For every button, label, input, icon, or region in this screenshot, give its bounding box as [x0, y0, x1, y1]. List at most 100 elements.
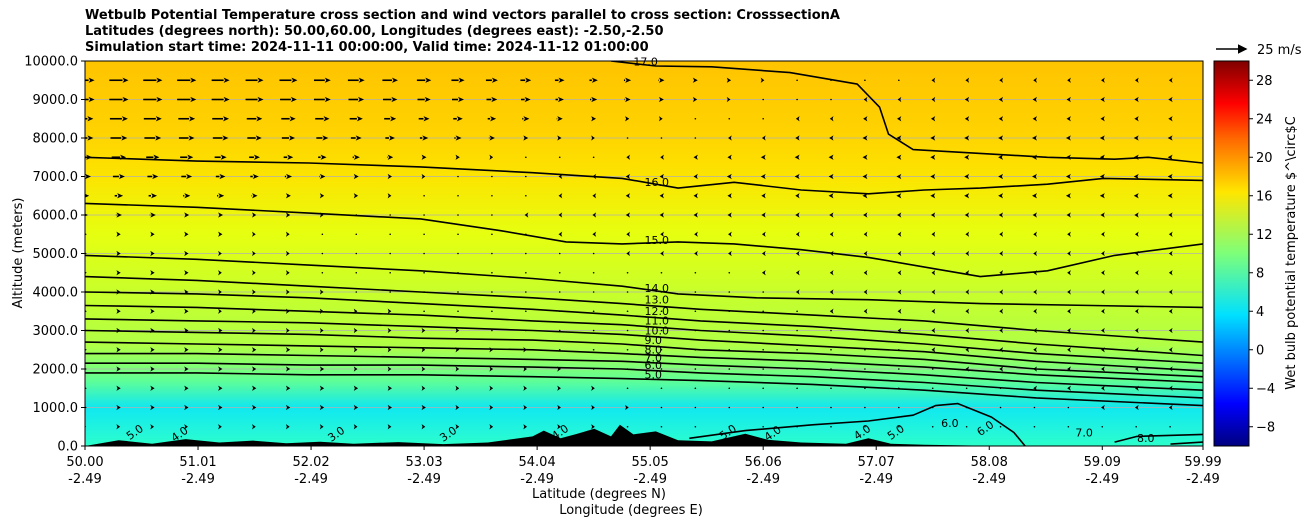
- wind-vector-head: [1067, 327, 1071, 334]
- wind-vector: [1065, 193, 1071, 199]
- wind-vector: [218, 424, 222, 430]
- wind-vector: [184, 212, 190, 218]
- wind-vector: [491, 252, 493, 255]
- wind-vector-head: [116, 327, 121, 334]
- wind-vector: [423, 271, 425, 274]
- wind-vector: [931, 96, 936, 103]
- wind-vector-head: [931, 77, 936, 83]
- wind-vector: [692, 77, 698, 83]
- wind-vector: [828, 193, 834, 199]
- wind-vector: [318, 154, 327, 160]
- wind-vector: [762, 406, 764, 409]
- wind-vector-head: [726, 96, 731, 103]
- contour-label: 7.0: [1075, 426, 1093, 439]
- wind-vector-head: [353, 424, 358, 430]
- wind-vector: [795, 212, 800, 218]
- wind-vector: [521, 96, 531, 103]
- wind-vector: [965, 327, 970, 334]
- wind-vector-head: [455, 385, 460, 391]
- wind-vector: [761, 212, 766, 218]
- wind-vector: [389, 252, 391, 255]
- wind-vector-head: [285, 250, 290, 257]
- wind-vector-head: [829, 308, 834, 314]
- y-tick-label: 3000.0: [33, 324, 79, 339]
- wind-vector-head: [489, 154, 494, 160]
- wind-vector: [523, 424, 528, 430]
- wind-vector: [592, 271, 595, 274]
- wind-vector-head: [323, 116, 330, 122]
- wind-vector-head: [150, 385, 155, 391]
- wind-vector-head: [1168, 347, 1173, 353]
- wind-vector: [1167, 173, 1173, 180]
- wind-vector: [592, 368, 595, 370]
- wind-vector: [389, 291, 391, 293]
- wind-vector: [423, 310, 425, 313]
- wind-vector: [554, 77, 565, 83]
- wind-vector: [660, 329, 663, 332]
- wind-vector: [556, 116, 563, 122]
- wind-vector-head: [863, 289, 868, 295]
- wind-vector: [795, 193, 800, 199]
- wind-vector: [998, 135, 1004, 141]
- wind-vector-head: [1134, 404, 1139, 411]
- wind-vector: [660, 250, 664, 257]
- wind-vector: [218, 270, 222, 276]
- wind-vector: [313, 77, 331, 83]
- wind-vector-head: [184, 308, 189, 314]
- wind-vector: [115, 212, 122, 218]
- wind-vector-head: [829, 250, 834, 257]
- wind-vector: [660, 387, 663, 390]
- wind-vector-head: [692, 96, 698, 103]
- wind-vector: [1101, 347, 1105, 353]
- wind-vector: [897, 327, 902, 334]
- wind-vector-head: [591, 404, 595, 411]
- wind-vector-head: [184, 385, 189, 391]
- wind-vector: [762, 329, 764, 332]
- wind-vector-head: [592, 193, 597, 199]
- wind-vector-head: [285, 385, 291, 391]
- wind-vector: [728, 231, 732, 237]
- wind-vector: [728, 271, 731, 274]
- wind-vector: [863, 270, 868, 276]
- wind-vector-head: [156, 96, 163, 103]
- wind-vector-head: [625, 212, 631, 218]
- wind-vector-head: [223, 77, 230, 83]
- wind-vector-head: [121, 116, 128, 122]
- wind-vector: [455, 154, 460, 160]
- wind-vector-head: [353, 404, 359, 411]
- wind-vector-head: [1167, 154, 1173, 160]
- wind-vector-head: [391, 96, 398, 103]
- wind-vector-head: [965, 347, 970, 353]
- wind-vector: [592, 348, 595, 351]
- wind-vector-head: [931, 231, 936, 237]
- wind-vector-head: [184, 270, 189, 276]
- wind-vector-head: [1134, 231, 1139, 237]
- wind-vector: [111, 154, 127, 160]
- wind-vector-head: [253, 154, 260, 160]
- wind-vector: [762, 98, 764, 101]
- wind-vector: [1169, 425, 1171, 428]
- contour-line: [85, 372, 1203, 407]
- wind-vector: [421, 347, 426, 353]
- wind-vector-head: [1168, 212, 1173, 218]
- wind-vector-head: [897, 231, 902, 237]
- wind-vector-head: [116, 308, 121, 314]
- wind-vector-head: [1168, 327, 1173, 334]
- wind-vector: [421, 366, 426, 372]
- wind-vector: [760, 77, 765, 83]
- wind-vector-head: [523, 385, 528, 391]
- wind-vector-head: [931, 289, 936, 295]
- wind-vector: [149, 212, 156, 218]
- wind-vector: [728, 329, 731, 332]
- wind-vector-head: [285, 424, 290, 430]
- wind-vector: [660, 154, 664, 160]
- wind-vector-head: [863, 116, 868, 122]
- wind-vector: [150, 250, 155, 257]
- wind-vector-head: [557, 404, 561, 411]
- wind-vector-head: [252, 250, 256, 257]
- wind-vector: [285, 308, 290, 314]
- wind-vector-head: [1101, 289, 1105, 295]
- wind-vector-head: [998, 154, 1004, 160]
- wind-vector: [660, 310, 663, 313]
- y-tick-label: 8000.0: [33, 132, 79, 147]
